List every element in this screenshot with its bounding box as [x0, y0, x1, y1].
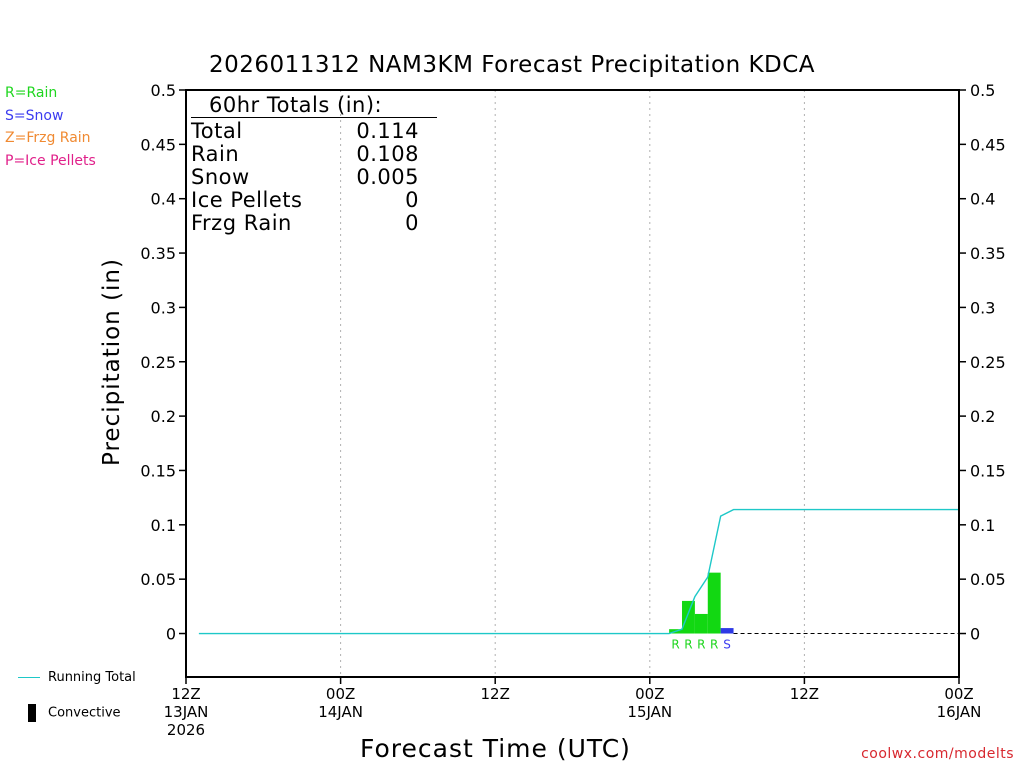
bar-type-label: R — [671, 638, 679, 652]
precip-type-legend: R=Rain S=Snow Z=Frzg Rain P=Ice Pellets — [5, 82, 96, 172]
running-total-swatch — [18, 677, 40, 678]
x-tick-label: 00Z — [635, 685, 664, 703]
x-tick-label: 12Z — [171, 685, 200, 703]
totals-value: 0 — [405, 188, 419, 212]
y-tick-label-right: 0.3 — [970, 298, 995, 317]
totals-label: Frzg Rain — [191, 211, 292, 235]
legend-freezing-rain: Z=Frzg Rain — [5, 130, 91, 146]
y-tick-label-right: 0.45 — [970, 135, 1006, 154]
x-tick-label: 2026 — [167, 721, 205, 739]
running-total-line — [198, 508, 959, 635]
credit-link[interactable]: coolwx.com/modelts — [861, 746, 1014, 762]
precip-bar-S — [720, 628, 734, 634]
y-tick-label-left: 0.15 — [140, 461, 176, 480]
plot-frame — [185, 89, 960, 678]
totals-label: Rain — [191, 142, 240, 166]
y-tick-label-right: 0.4 — [970, 190, 995, 209]
y-tick-label-left: 0.1 — [151, 516, 176, 535]
bar-type-label: R — [710, 638, 718, 652]
y-tick-label-right: 0.5 — [970, 81, 995, 100]
totals-row-freezing-rain: Frzg Rain 0 — [191, 212, 419, 235]
totals-row-snow: Snow 0.005 — [191, 166, 419, 189]
convective-legend: Convective — [18, 704, 121, 722]
legend-snow: S=Snow — [5, 107, 64, 124]
totals-label: Snow — [191, 165, 250, 189]
x-tick-label: 00Z — [326, 685, 355, 703]
convective-swatch — [28, 704, 36, 722]
totals-row-total: Total 0.114 — [191, 120, 419, 143]
totals-value: 0.114 — [356, 119, 419, 143]
totals-header: 60hr Totals (in): — [191, 94, 437, 118]
y-tick-label-left: 0.3 — [151, 298, 176, 317]
x-tick-label: 13JAN — [164, 703, 209, 721]
y-tick-label-right: 0.2 — [970, 407, 995, 426]
bar-type-label: S — [723, 638, 731, 652]
y-tick-label-right: 0.15 — [970, 461, 1006, 480]
y-tick-label-right: 0.1 — [970, 516, 995, 535]
y-tick-label-left: 0.05 — [140, 570, 176, 589]
y-tick-label-left: 0 — [166, 625, 176, 644]
x-tick-label: 15JAN — [627, 703, 672, 721]
x-tick-label: 16JAN — [937, 703, 982, 721]
y-tick-label-right: 0.05 — [970, 570, 1006, 589]
totals-value: 0.108 — [356, 142, 419, 166]
totals-box: 60hr Totals (in): Total 0.114 Rain 0.108… — [191, 94, 437, 235]
precip-bar-R — [694, 613, 708, 634]
totals-row-rain: Rain 0.108 — [191, 143, 419, 166]
x-tick-label: 12Z — [790, 685, 819, 703]
convective-label: Convective — [48, 705, 121, 721]
x-tick-label: 14JAN — [318, 703, 363, 721]
y-tick-label-right: 0.35 — [970, 244, 1006, 263]
y-tick-label-right: 0 — [970, 625, 980, 644]
totals-value: 0.005 — [356, 165, 419, 189]
y-tick-label-left: 0.25 — [140, 353, 176, 372]
y-tick-label-left: 0.5 — [151, 81, 176, 100]
running-total-legend: Running Total — [18, 670, 136, 685]
x-tick-label: 12Z — [481, 685, 510, 703]
chart-title: 2026011312 NAM3KM Forecast Precipitation… — [208, 52, 816, 78]
totals-label: Ice Pellets — [191, 188, 303, 212]
x-axis-label: Forecast Time (UTC) — [360, 734, 631, 763]
totals-row-ice-pellets: Ice Pellets 0 — [191, 189, 419, 212]
totals-label: Total — [191, 119, 243, 143]
y-tick-label-left: 0.35 — [140, 244, 176, 263]
bar-type-label: R — [684, 638, 692, 652]
y-tick-label-left: 0.45 — [140, 135, 176, 154]
y-tick-label-left: 0.4 — [151, 190, 176, 209]
y-tick-label-right: 0.25 — [970, 353, 1006, 372]
y-axis-label: Precipitation (in) — [99, 258, 125, 466]
bar-type-label: R — [697, 638, 705, 652]
y-tick-label-left: 0.2 — [151, 407, 176, 426]
running-total-label: Running Total — [48, 670, 136, 685]
totals-value: 0 — [405, 211, 419, 235]
legend-ice-pellets: P=Ice Pellets — [5, 152, 96, 169]
precip-bar-R — [707, 572, 721, 634]
x-tick-label: 00Z — [944, 685, 973, 703]
precip-bar-R — [682, 600, 695, 634]
legend-rain: R=Rain — [5, 85, 58, 101]
